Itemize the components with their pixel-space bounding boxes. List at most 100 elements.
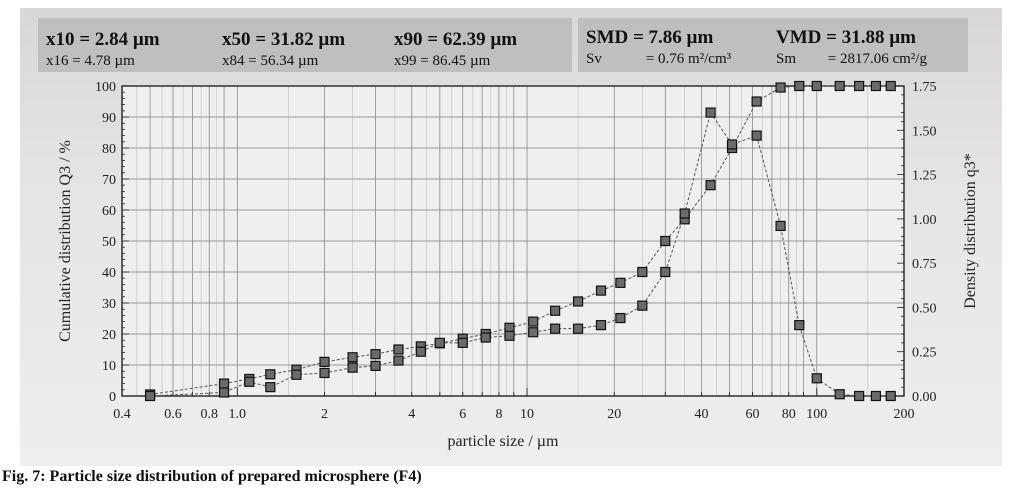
y-tick-label: 60 <box>102 204 116 219</box>
x-tick-label: 100 <box>806 407 827 422</box>
stat-vmd-value: = 31.88 µm <box>826 27 916 48</box>
stat-x84-label: x84 <box>222 53 245 69</box>
x-tick-label: 1.0 <box>229 407 247 422</box>
stat-smd-label: SMD <box>586 27 629 48</box>
stat-x16-label: x16 <box>46 53 69 69</box>
y2-tick-label: 0.25 <box>912 346 937 361</box>
cumulative-point <box>775 82 786 93</box>
y2-tick-label: 1.50 <box>912 124 937 139</box>
cumulative-point <box>218 378 230 389</box>
x-tick-label: 2 <box>321 407 328 422</box>
y-tick-label: 90 <box>102 111 116 126</box>
y-tick-label: 0 <box>109 390 116 405</box>
stat-x16-value: = 4.78 µm <box>72 53 135 69</box>
density-point <box>572 323 584 334</box>
cumulative-point <box>550 305 561 316</box>
stat-sv-value: = 0.76 m²/cm³ <box>645 51 732 67</box>
x-tick-label: 6 <box>459 407 466 422</box>
density-point <box>834 389 845 400</box>
stat-x99: x99 = 86.45 µm <box>394 53 490 70</box>
density-point <box>480 332 491 343</box>
density-point <box>434 337 445 348</box>
density-point <box>595 320 607 331</box>
x-tick-label: 10 <box>520 407 534 422</box>
x-tick-label: 4 <box>408 407 415 422</box>
y2-tick-label: 1.00 <box>912 213 937 228</box>
cumulative-point <box>595 285 607 296</box>
stat-x50-value: = 31.82 µm <box>255 29 346 50</box>
cumulative-point <box>885 80 896 92</box>
chart-axes <box>121 85 905 397</box>
cumulative-point <box>811 80 822 92</box>
stat-x10-label: x10 <box>46 29 75 50</box>
density-point <box>370 360 381 371</box>
stat-smd-value: = 7.86 µm <box>632 27 714 48</box>
x-tick-label: 60 <box>746 407 760 422</box>
stat-x84: x84 = 56.34 µm <box>222 53 318 70</box>
density-point <box>885 390 896 402</box>
density-point <box>705 107 716 118</box>
density-point <box>550 323 561 334</box>
density-point <box>393 355 404 366</box>
density-point <box>637 300 648 311</box>
stat-x10: x10 = 2.84 µm <box>46 29 160 51</box>
stat-vmd-label: VMD <box>776 27 822 48</box>
cumulative-point <box>834 80 845 92</box>
chart-labels: 0 10 20 30 40 50 60 70 80 90 100 0.00 0.25 0.50 0.75 1.… <box>57 80 979 450</box>
chart-series <box>144 80 896 402</box>
density-line <box>150 111 891 397</box>
stats-bar-left <box>38 18 572 72</box>
density-point <box>679 208 690 219</box>
cumulative-point <box>572 296 584 307</box>
x-tick-label: 0.4 <box>113 407 131 422</box>
cumulative-point <box>370 349 381 360</box>
density-point <box>811 373 822 384</box>
x-axis-title: particle size / µm <box>448 433 560 450</box>
y2-axis-title: Density distribution q3* <box>962 153 979 309</box>
x-tick-label: 40 <box>694 407 708 422</box>
density-point <box>775 220 786 232</box>
x-tick-label: 20 <box>607 407 621 422</box>
density-point <box>218 387 230 398</box>
density-point <box>726 139 738 150</box>
density-point <box>265 382 276 393</box>
density-point <box>347 362 358 373</box>
density-point <box>854 390 865 402</box>
x-tick-label: 80 <box>782 407 796 422</box>
cumulative-point <box>347 352 358 363</box>
x-tick-label: 0.8 <box>200 407 218 422</box>
stat-sm-label: Sm <box>776 51 797 67</box>
y-tick-label: 40 <box>102 266 116 281</box>
stat-sm: Sm = 2817.06 cm²/g <box>776 51 927 68</box>
y-axis-title: Cumulative distribution Q3 / % <box>57 140 74 342</box>
stat-sv: Sv = 0.76 m²/cm³ <box>586 51 731 68</box>
stat-x16: x16 = 4.78 µm <box>46 53 135 70</box>
density-point <box>415 346 426 357</box>
y2-tick-label: 0.00 <box>912 390 937 405</box>
y2-tick-label: 1.75 <box>912 80 937 95</box>
stat-x84-value: = 56.34 µm <box>248 53 319 69</box>
density-point <box>528 327 539 338</box>
stat-x99-label: x99 <box>394 53 417 69</box>
cumulative-point <box>528 316 539 327</box>
cumulative-point <box>751 96 762 107</box>
stat-x90-value: = 62.39 µm <box>427 29 518 50</box>
density-point <box>870 390 882 402</box>
y-tick-label: 100 <box>95 80 116 95</box>
y2-tick-label: 0.75 <box>912 257 937 272</box>
y-tick-label: 80 <box>102 142 116 157</box>
density-point <box>615 312 626 324</box>
density-point <box>660 266 671 278</box>
stat-x90-label: x90 <box>394 29 423 50</box>
density-point <box>319 367 330 379</box>
chart-grid <box>121 85 905 397</box>
stat-x10-value: = 2.84 µm <box>79 29 160 50</box>
cumulative-point <box>870 80 882 92</box>
y-tick-label: 30 <box>102 297 116 312</box>
density-point <box>244 376 255 387</box>
density-point <box>794 320 805 331</box>
density-point <box>504 330 515 341</box>
stat-x50: x50 = 31.82 µm <box>222 29 345 51</box>
cumulative-point <box>637 266 648 278</box>
stat-x99-value: = 86.45 µm <box>420 53 491 69</box>
